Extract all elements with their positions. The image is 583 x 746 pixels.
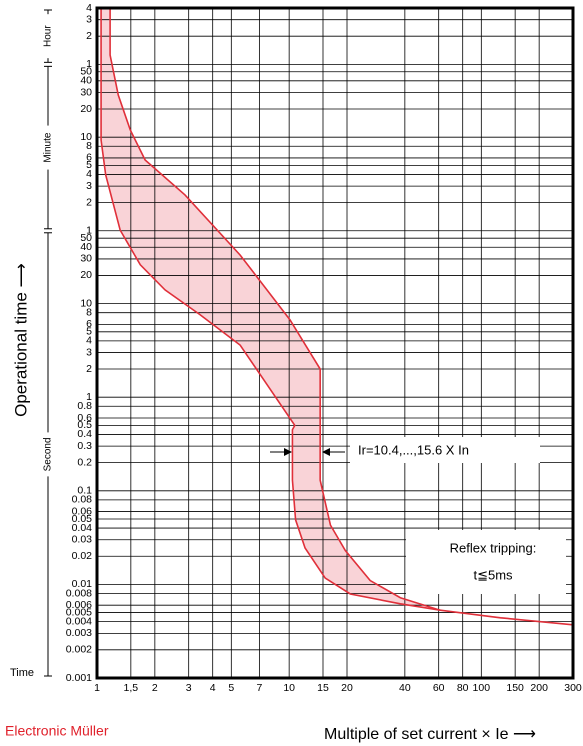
y-tick-label: 3 [86,180,92,192]
y-tick-label: 1 [86,225,92,237]
y-tick-label: 5 [86,326,92,338]
x-tick-label: 20 [341,682,353,694]
y-tick-label: 4 [86,2,92,14]
x-tick-label: 1,5 [124,682,139,694]
x-axis-label: Multiple of set current × Ie ⟶ [324,726,536,743]
section-label-bg [42,14,54,59]
y-tick-label: 2 [86,363,92,375]
y-tick-label: 0.005 [66,606,92,618]
section-label: Hour [43,25,54,47]
annotation: t≦5ms [473,567,513,582]
y-tick-label: 0.08 [72,494,93,506]
y-tick-label: 6 [86,318,92,330]
y-tick-label: 0.01 [72,578,93,590]
y-tick-label: 4 [86,168,92,180]
x-tick-label: 80 [457,682,469,694]
curve [100,8,441,611]
annotation: Reflex tripping: [450,540,537,555]
section-label: Minute [43,132,54,162]
y-tick-label: 0.003 [66,627,92,639]
y-tick-label: 0.008 [66,587,92,599]
x-tick-label: 7 [256,682,262,694]
annotation-box [406,530,566,594]
y-tick-label: 0.004 [66,615,92,627]
arrow-head [322,448,330,456]
y-tick-label: 0.02 [72,550,93,562]
brand: Electronic Müller [5,723,109,739]
curve [109,8,574,626]
y-axis-label: Operational time ⟶ [11,263,30,417]
y-tick-label: 0.06 [72,505,93,517]
y-tick-label: 2 [86,30,92,42]
y-tick-label: 40 [80,75,92,87]
y-tick-label: 40 [80,241,92,253]
y-tick-label: 0.8 [77,400,92,412]
y-tick-label: 2 [86,196,92,208]
x-tick-label: 40 [399,682,411,694]
x-tick-label: 15 [317,682,329,694]
y-tick-label: 3 [86,13,92,25]
y-tick-label: 20 [80,103,92,115]
plot-frame [95,6,575,680]
x-tick-label: 200 [530,682,548,694]
x-tick-label: 60 [433,682,445,694]
y-tick-label: 0.002 [66,644,92,656]
x-tick-label: 300 [564,682,582,694]
y-tick-label: 3 [86,346,92,358]
y-tick-label: 10 [80,297,92,309]
y-tick-label: 0.1 [77,485,92,497]
x-tick-label: 1 [94,682,100,694]
y-tick-label: 30 [80,253,92,265]
y-tick-label: 50 [80,232,92,244]
x-tick-label: 4 [210,682,216,694]
annotation: Ir=10.4,...,15.6 X In [358,442,469,457]
y-tick-label: 20 [80,269,92,281]
y-tick-label: 0.5 [77,419,92,431]
y-tick-label: 0.04 [72,522,93,534]
arrow-head [284,448,292,456]
y-tick-label: 4 [86,335,92,347]
x-tick-label: 150 [506,682,524,694]
y-tick-label: 0.2 [77,456,92,468]
section-label-bg [42,125,54,170]
y-tick-label: 0.4 [77,428,92,440]
y-tick-label: 5 [86,159,92,171]
annotation-box [350,437,540,463]
y-tick-label: 1 [86,391,92,403]
x-tick-label: 100 [473,682,491,694]
y-tick-label: 6 [86,152,92,164]
y-tick-label: 0.3 [77,440,92,452]
section-label-bg [42,432,54,477]
y-tick-label: 0.006 [66,599,92,611]
x-tick-label: 3 [186,682,192,694]
x-tick-label: 5 [228,682,234,694]
y-tick-label: 8 [86,140,92,152]
x-tick-label: 10 [283,682,295,694]
y-tick-label: 0.05 [72,513,93,525]
y-tick-label: 0.001 [66,672,92,684]
y-tick-label: 50 [80,66,92,78]
x-tick-label: 2 [152,682,158,694]
corner-label: Time [10,667,34,679]
y-tick-label: 10 [80,131,92,143]
y-tick-label: 8 [86,306,92,318]
section-label: Second [43,437,54,471]
y-tick-label: 0.6 [77,412,92,424]
y-tick-label: 30 [80,86,92,98]
y-tick-label: 1 [86,58,92,70]
y-tick-label: 0.03 [72,534,93,546]
